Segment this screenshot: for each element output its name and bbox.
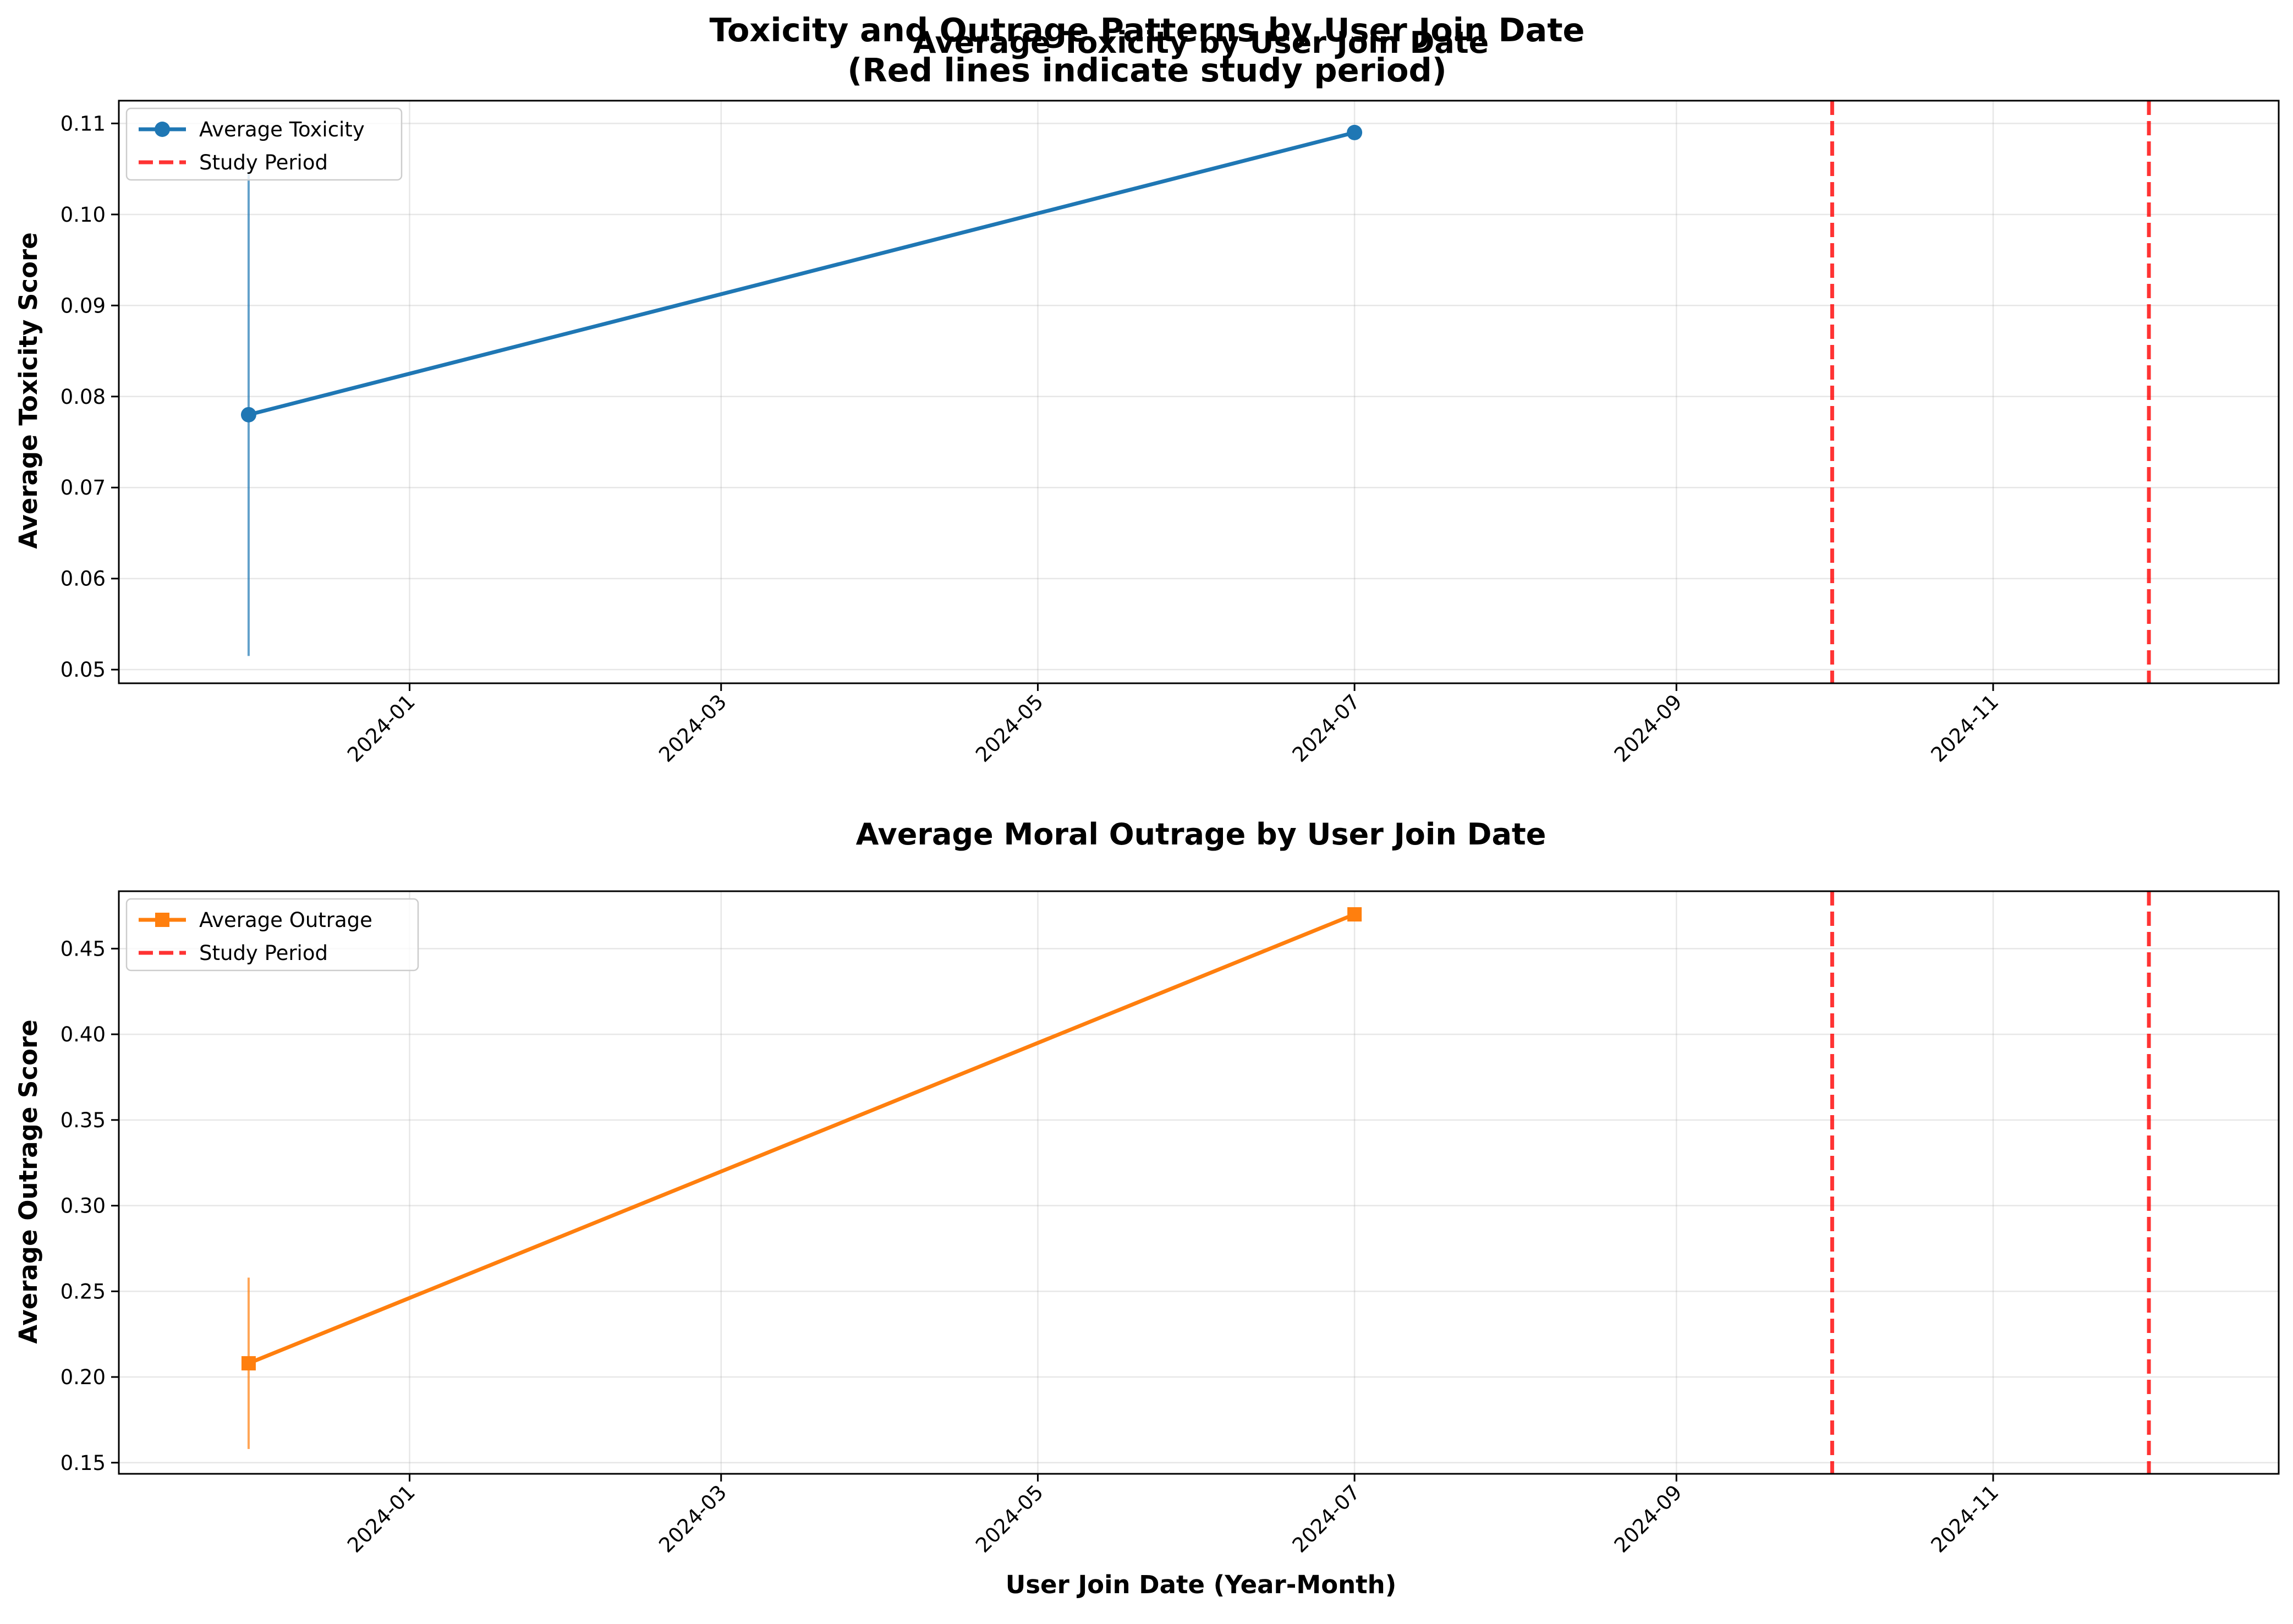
toxicity-legend-box — [125, 107, 403, 181]
toxicity-series — [240, 124, 1363, 423]
outrage-y-tick-label: 0.35 — [61, 1109, 106, 1132]
outrage-legend-series-label: Average Outrage — [199, 908, 372, 932]
outrage-data-point — [1347, 907, 1362, 922]
outrage-axes-frame — [118, 890, 2280, 1475]
toxicity-y-tick-label: 0.10 — [61, 203, 106, 227]
outrage-y-tick-label: 0.15 — [61, 1451, 106, 1475]
outrage-study-period-lines — [1830, 891, 2151, 1474]
toxicity-y-tick-label: 0.11 — [61, 112, 106, 135]
outrage-panel-title: Average Moral Outrage by User Join Date — [856, 817, 1546, 852]
outrage-gridlines — [119, 891, 2279, 1474]
outrage-y-tick-label: 0.30 — [61, 1194, 106, 1218]
toxicity-study-period-lines — [1830, 101, 2151, 683]
toxicity-data-point — [1347, 124, 1363, 140]
toxicity-series-line — [248, 130, 1355, 417]
outrage-y-tick-label: 0.25 — [61, 1280, 106, 1303]
toxicity-panel-title: Average Toxicity by User Join Date — [913, 25, 1489, 60]
toxicity-y-axis-label: Average Toxicity Score — [14, 232, 43, 548]
toxicity-gridlines — [119, 101, 2279, 683]
outrage-y-tick-label: 0.45 — [61, 937, 106, 961]
toxicity-legend-series-label: Average Toxicity — [199, 118, 365, 141]
toxicity-data-point — [240, 407, 256, 423]
toxicity-y-tick-label: 0.08 — [61, 385, 106, 409]
outrage-legend: Average Outrage Study Period — [125, 898, 419, 972]
toxicity-y-ticks: 0.05 0.06 0.07 0.08 0.09 0.10 0.11 — [61, 112, 119, 682]
outrage-y-tick-label: 0.20 — [61, 1365, 106, 1389]
toxicity-y-tick-label: 0.09 — [61, 294, 106, 317]
toxicity-legend-study-period-label: Study Period — [199, 151, 328, 174]
x-axis-label: User Join Date (Year-Month) — [1006, 1570, 1397, 1599]
outrage-y-tick-label: 0.40 — [61, 1023, 106, 1046]
figure-title-line-2: (Red lines indicate study period) — [847, 51, 1446, 89]
figure-title-line-1: Toxicity and Outrage Patterns by User Jo… — [709, 11, 1584, 49]
outrage-legend-series-marker — [155, 913, 169, 927]
outrage-series — [241, 907, 1362, 1371]
toxicity-axes-frame — [118, 100, 2280, 684]
outrage-y-axis-label: Average Outrage Score — [14, 1019, 43, 1344]
outrage-y-ticks: 0.15 0.20 0.25 0.30 0.35 0.40 0.45 — [61, 937, 119, 1475]
toxicity-y-tick-label: 0.07 — [61, 476, 106, 500]
toxicity-y-tick-label: 0.06 — [61, 567, 106, 591]
toxicity-y-tick-label: 0.05 — [61, 658, 106, 682]
outrage-legend-box — [125, 898, 419, 972]
outrage-series-line — [248, 912, 1356, 1365]
outrage-data-point — [241, 1356, 256, 1371]
toxicity-legend-series-marker — [155, 122, 170, 137]
outrage-legend-study-period-label: Study Period — [199, 941, 328, 965]
toxicity-legend: Average Toxicity Study Period — [125, 107, 403, 181]
